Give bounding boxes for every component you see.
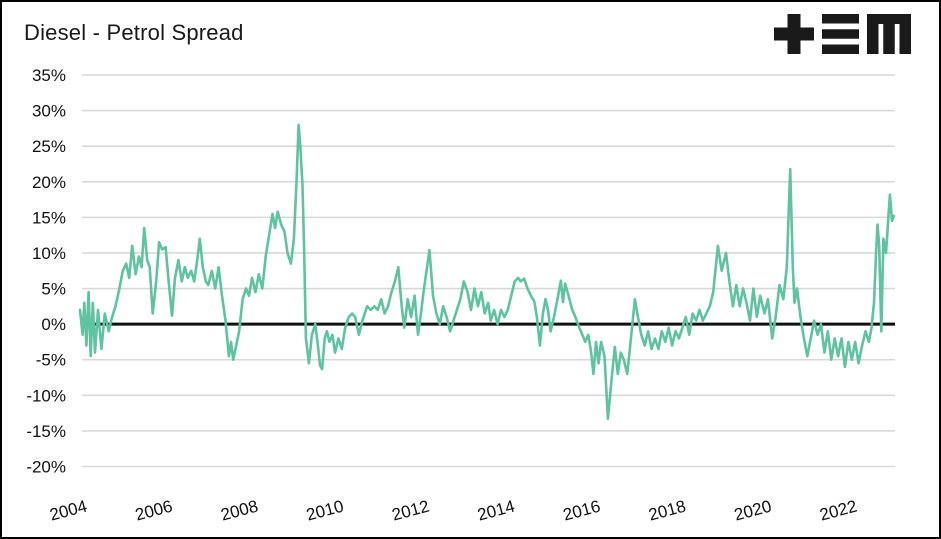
- x-axis-tick-label: 2016: [561, 497, 602, 525]
- y-axis-tick-label: -5%: [36, 351, 66, 370]
- spread-series-line: [78, 123, 896, 421]
- x-axis-tick-label: 2020: [732, 497, 773, 525]
- y-axis-tick-label: 15%: [32, 208, 66, 227]
- block-m-icon: [867, 14, 911, 54]
- x-axis-tick-label: 2012: [390, 497, 431, 525]
- x-axis-tick-label: 2018: [647, 497, 688, 525]
- y-axis-tick-label: -20%: [26, 458, 66, 477]
- y-axis-tick-label: 20%: [32, 173, 66, 192]
- x-axis-tick-label: 2014: [475, 497, 516, 525]
- y-axis-tick-label: -15%: [26, 422, 66, 441]
- x-axis-tick-label: 2006: [133, 497, 174, 525]
- y-axis-tick-label: 0%: [41, 315, 66, 334]
- tem-logo: [774, 14, 911, 54]
- y-axis-tick-label: 35%: [32, 66, 66, 85]
- x-axis-tick-label: 2008: [219, 497, 260, 525]
- chart-title: Diesel - Petrol Spread: [24, 20, 244, 45]
- x-axis-tick-label: 2004: [48, 497, 89, 525]
- y-axis-tick-label: 30%: [32, 102, 66, 121]
- x-axis-tick-label: 2022: [818, 497, 859, 525]
- y-axis-tick-label: 10%: [32, 244, 66, 263]
- x-axis-tick-label: 2010: [304, 497, 345, 525]
- plus-icon: [774, 14, 814, 54]
- y-axis-tick-label: 5%: [41, 280, 66, 299]
- y-axis-tick-label: -10%: [26, 386, 66, 405]
- y-axis-tick-label: 25%: [32, 137, 66, 156]
- triple-bar-icon: [822, 14, 859, 54]
